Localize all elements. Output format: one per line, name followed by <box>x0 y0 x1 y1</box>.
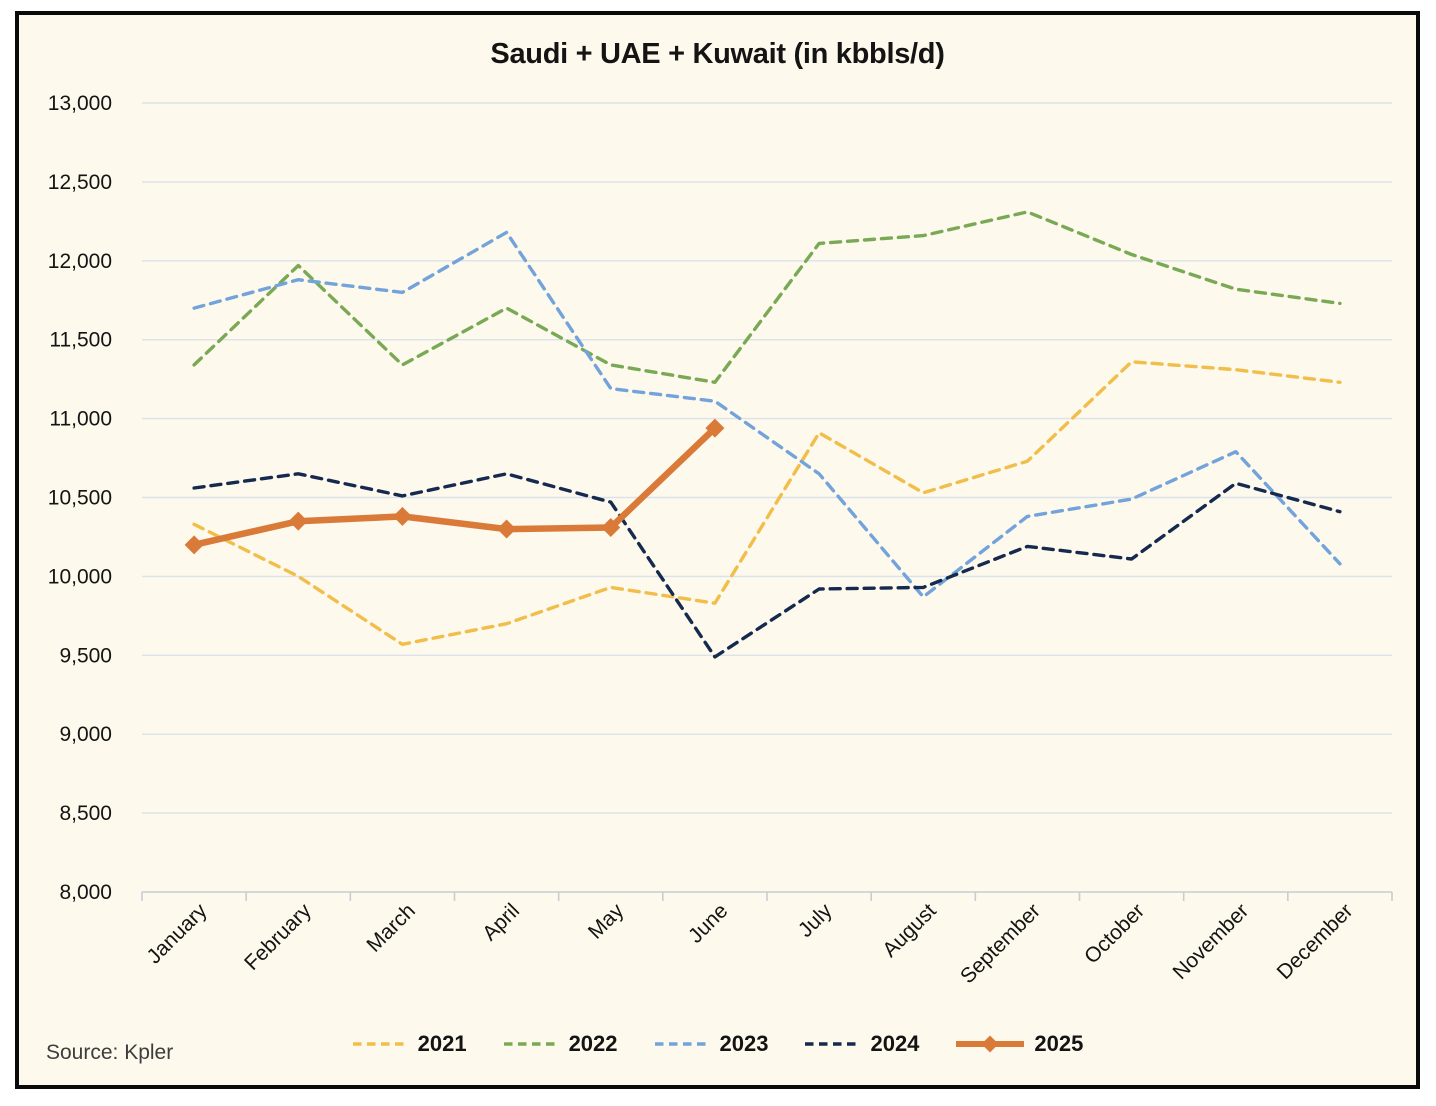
x-axis-ticks <box>141 892 1393 901</box>
legend-item-2022: 2022 <box>503 1031 618 1057</box>
chart-frame: Saudi + UAE + Kuwait (in kbbls/d) 8,000 8… <box>15 11 1420 1089</box>
x-tick-label: June <box>684 899 732 947</box>
x-tick-label: August <box>878 899 941 962</box>
legend-swatch-2024 <box>805 1042 861 1046</box>
legend-item-2024: 2024 <box>804 1031 919 1057</box>
legend-label-2023: 2023 <box>719 1031 769 1056</box>
x-tick-label: March <box>362 899 420 957</box>
legend-swatch-2025 <box>956 1035 1025 1053</box>
y-tick-label: 12,500 <box>48 171 112 194</box>
x-tick-label: December <box>1273 899 1358 984</box>
y-tick-label: 12,000 <box>48 250 112 273</box>
series-line-2023 <box>192 230 1342 599</box>
legend-label-2025: 2025 <box>1034 1031 1084 1056</box>
y-tick-label: 9,500 <box>59 644 112 667</box>
y-tick-label: 11,500 <box>49 329 112 352</box>
x-tick-label: November <box>1169 899 1254 984</box>
y-tick-label: 9,000 <box>59 723 112 746</box>
y-tick-label: 8,000 <box>59 881 112 904</box>
y-gridlines <box>142 102 1392 893</box>
diamond-marker <box>288 511 308 531</box>
series-line-2021 <box>192 360 1342 646</box>
legend-label-2021: 2021 <box>417 1031 467 1056</box>
series-line-2025 <box>190 424 719 549</box>
diamond-marker <box>184 535 204 555</box>
x-tick-label: February <box>240 899 316 975</box>
y-tick-label: 8,500 <box>59 802 112 825</box>
legend-item-2021: 2021 <box>352 1031 467 1057</box>
legend-item-2023: 2023 <box>654 1031 769 1057</box>
y-tick-label: 10,500 <box>48 487 112 510</box>
x-tick-label: July <box>794 899 837 942</box>
x-axis-labels: January February March April May June July Augu… <box>143 899 1358 988</box>
diamond-marker <box>497 519 517 539</box>
diamond-marker <box>601 517 621 537</box>
diamond-marker <box>392 506 412 526</box>
legend-item-2025: 2025 <box>955 1031 1083 1057</box>
series-line-2024 <box>192 472 1342 659</box>
legend-label-2022: 2022 <box>568 1031 618 1056</box>
legend-diamond-marker <box>981 1035 999 1053</box>
x-tick-label: January <box>143 899 212 968</box>
y-tick-label: 11,000 <box>49 408 112 431</box>
x-tick-label: October <box>1080 899 1149 968</box>
plot-area: 8,000 8,500 9,000 9,500 10,000 10,500 11,000 11… <box>48 92 1393 988</box>
y-axis-labels: 8,000 8,500 9,000 9,500 10,000 10,500 11,000 11… <box>48 92 112 904</box>
source-label: Source: Kpler <box>46 1041 174 1064</box>
diamond-marker <box>705 418 725 438</box>
series-line-2022 <box>192 210 1342 384</box>
x-tick-label: April <box>478 899 524 945</box>
x-tick-label: September <box>956 899 1045 988</box>
chart-legend: 2021 2022 2023 2024 2025 <box>19 1031 1416 1057</box>
y-tick-label: 10,000 <box>48 565 112 588</box>
y-tick-label: 13,000 <box>48 92 112 115</box>
legend-swatch-2021 <box>352 1042 408 1046</box>
legend-label-2024: 2024 <box>870 1031 920 1056</box>
chart-title: Saudi + UAE + Kuwait (in kbbls/d) <box>490 38 945 70</box>
legend-swatch-2023 <box>654 1042 710 1046</box>
legend-swatch-2022 <box>503 1042 559 1046</box>
x-tick-label: May <box>584 899 629 944</box>
